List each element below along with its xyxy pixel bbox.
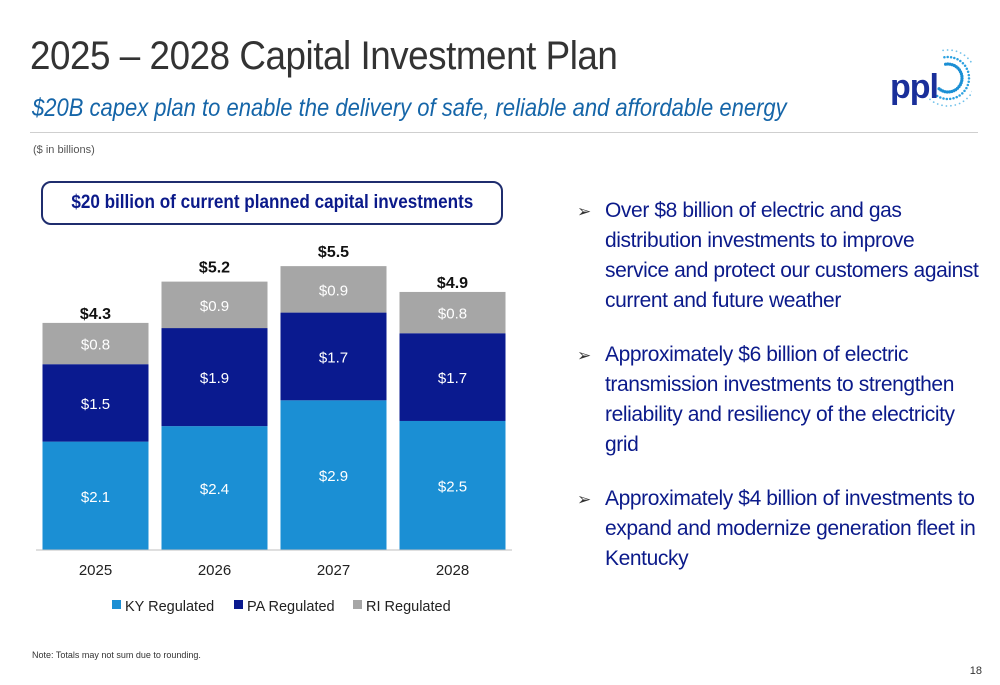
callout-box: $20 billion of current planned capital i…	[41, 181, 503, 225]
bullet-distribution: ➢ Over $8 billion of electric and gas di…	[575, 196, 980, 316]
bar-ky-regulated-2028	[399, 420, 506, 550]
bar-pa-regulated-2026	[161, 328, 268, 427]
units-note: ($ in billions)	[33, 144, 95, 156]
data-label: $1.7	[319, 349, 348, 366]
arrow-bullet-icon: ➢	[577, 346, 591, 365]
data-label: $1.5	[81, 396, 110, 413]
bar-ky-regulated-2027	[280, 400, 387, 550]
data-label: $0.9	[319, 282, 348, 299]
bar-ky-regulated-2026	[161, 426, 268, 550]
x-tick-label: 2028	[436, 562, 469, 579]
bar-pa-regulated-2025	[42, 364, 149, 442]
ppl-logo: ppl	[890, 49, 972, 107]
bar-ri-regulated-2026	[161, 281, 268, 329]
x-tick-label: 2027	[317, 562, 350, 579]
page-number: 18	[969, 665, 982, 677]
legend-label: RI Regulated	[366, 599, 451, 615]
capex-stacked-bar-chart: $2.1 $1.5 $0.8 $4.3 2025 $2.4 $1.9 $0.9 $5.2 2026…	[36, 244, 512, 615]
data-label: $2.5	[438, 478, 467, 495]
bullet-text: Approximately $6 billion of electric tra…	[605, 343, 955, 456]
x-tick-label: 2025	[79, 562, 112, 579]
legend-label: PA Regulated	[247, 599, 335, 615]
bar-pa-regulated-2028	[399, 333, 506, 421]
x-tick-label: 2026	[198, 562, 231, 579]
bar-pa-regulated-2027	[280, 312, 387, 401]
page-title: 2025 – 2028 Capital Investment Plan	[30, 34, 618, 78]
logo-rays-icon	[929, 49, 972, 107]
key-points-list: ➢ Over $8 billion of electric and gas di…	[575, 196, 980, 598]
data-label: $2.1	[81, 489, 110, 506]
arrow-bullet-icon: ➢	[577, 490, 591, 509]
data-label: $0.9	[200, 298, 229, 315]
total-label: $5.2	[199, 260, 230, 277]
callout-text: $20 billion of current planned capital i…	[71, 192, 473, 213]
data-label: $2.9	[319, 468, 348, 485]
total-label: $5.5	[318, 244, 349, 261]
bar-ri-regulated-2027	[280, 266, 387, 313]
legend-swatch	[353, 600, 362, 609]
page-subtitle: $20B capex plan to enable the delivery o…	[32, 94, 787, 122]
total-label: $4.9	[437, 275, 468, 292]
logo-wordmark: ppl	[890, 68, 938, 106]
data-label: $0.8	[438, 306, 467, 323]
bullet-text: Approximately $4 billion of investments …	[605, 487, 976, 570]
legend-label: KY Regulated	[125, 599, 214, 615]
arrow-bullet-icon: ➢	[577, 202, 591, 221]
bullet-transmission: ➢ Approximately $6 billion of electric t…	[575, 340, 980, 460]
legend-swatch	[112, 600, 121, 609]
data-label: $2.4	[200, 481, 229, 498]
total-label: $4.3	[80, 306, 111, 323]
bullet-generation: ➢ Approximately $4 billion of investment…	[575, 484, 980, 574]
data-label: $1.9	[200, 370, 229, 387]
title-divider	[30, 132, 978, 133]
legend-swatch	[234, 600, 243, 609]
bar-ri-regulated-2028	[399, 291, 506, 334]
bullet-text: Over $8 billion of electric and gas dist…	[605, 199, 979, 312]
bar-ky-regulated-2025	[42, 441, 149, 550]
footnote: Note: Totals may not sum due to rounding…	[32, 650, 201, 660]
data-label: $1.7	[438, 370, 467, 387]
bar-ri-regulated-2025	[42, 322, 149, 365]
data-label: $0.8	[81, 337, 110, 354]
